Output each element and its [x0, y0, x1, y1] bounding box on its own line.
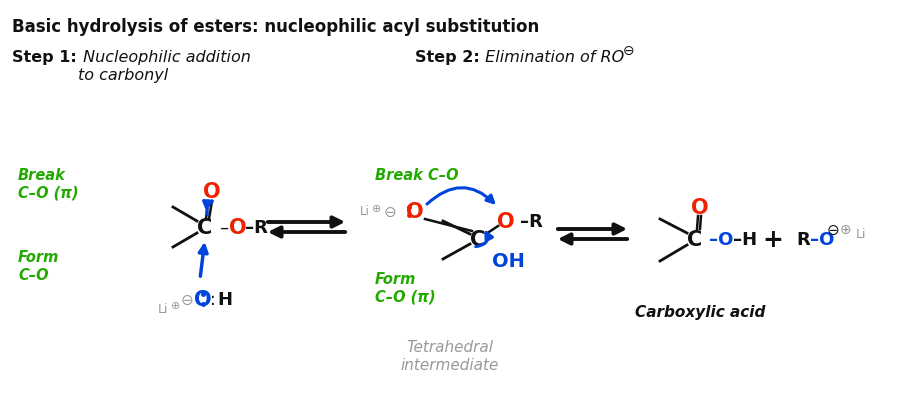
Text: ⊖: ⊖: [826, 222, 839, 237]
Text: Li: Li: [360, 205, 370, 218]
Text: Break C–O: Break C–O: [375, 168, 459, 183]
Text: C–O: C–O: [18, 267, 49, 282]
Text: O: O: [692, 198, 709, 217]
Text: Basic hydrolysis of esters: nucleophilic acyl substitution: Basic hydrolysis of esters: nucleophilic…: [12, 18, 540, 36]
Text: –O: –O: [709, 230, 734, 248]
Text: C: C: [471, 230, 485, 249]
Text: Nucleophilic addition: Nucleophilic addition: [78, 50, 251, 65]
Text: OH: OH: [492, 252, 525, 271]
Text: Break: Break: [18, 168, 66, 183]
Text: ⊖: ⊖: [180, 292, 193, 307]
Text: +: +: [762, 228, 783, 252]
Text: –H: –H: [733, 230, 758, 248]
Text: O: O: [194, 289, 212, 309]
Text: C–O (π): C–O (π): [375, 289, 435, 304]
Text: :: :: [210, 290, 216, 308]
Text: –R: –R: [520, 213, 543, 230]
Text: O: O: [229, 217, 246, 237]
Text: ⊖: ⊖: [623, 44, 635, 58]
Text: Li: Li: [856, 228, 867, 241]
Text: ⊕: ⊕: [372, 203, 382, 213]
Text: Li: Li: [158, 303, 169, 316]
Text: ⊕: ⊕: [840, 222, 852, 237]
Text: intermediate: intermediate: [401, 357, 499, 372]
Text: Step 1:: Step 1:: [12, 50, 77, 65]
Text: O: O: [203, 181, 221, 202]
Text: H: H: [217, 290, 233, 308]
Text: R: R: [796, 230, 810, 248]
Text: –R: –R: [245, 218, 267, 237]
Text: Carboxylic acid: Carboxylic acid: [635, 304, 765, 319]
Text: ⊖: ⊖: [384, 204, 397, 219]
Text: O: O: [497, 211, 515, 231]
Text: Form: Form: [375, 271, 417, 286]
Text: to carbonyl: to carbonyl: [78, 68, 169, 83]
Text: C: C: [197, 217, 213, 237]
Text: C: C: [687, 230, 703, 249]
Text: –O: –O: [810, 230, 834, 248]
Text: Elimination of RO: Elimination of RO: [480, 50, 624, 65]
Text: Step 2:: Step 2:: [415, 50, 480, 65]
Text: C–O (π): C–O (π): [18, 185, 79, 200]
Text: O: O: [406, 202, 424, 222]
Text: –: –: [219, 218, 228, 237]
Text: ⊕: ⊕: [171, 300, 180, 310]
Text: Tetrahedral: Tetrahedral: [407, 339, 494, 354]
Text: Form: Form: [18, 249, 60, 264]
